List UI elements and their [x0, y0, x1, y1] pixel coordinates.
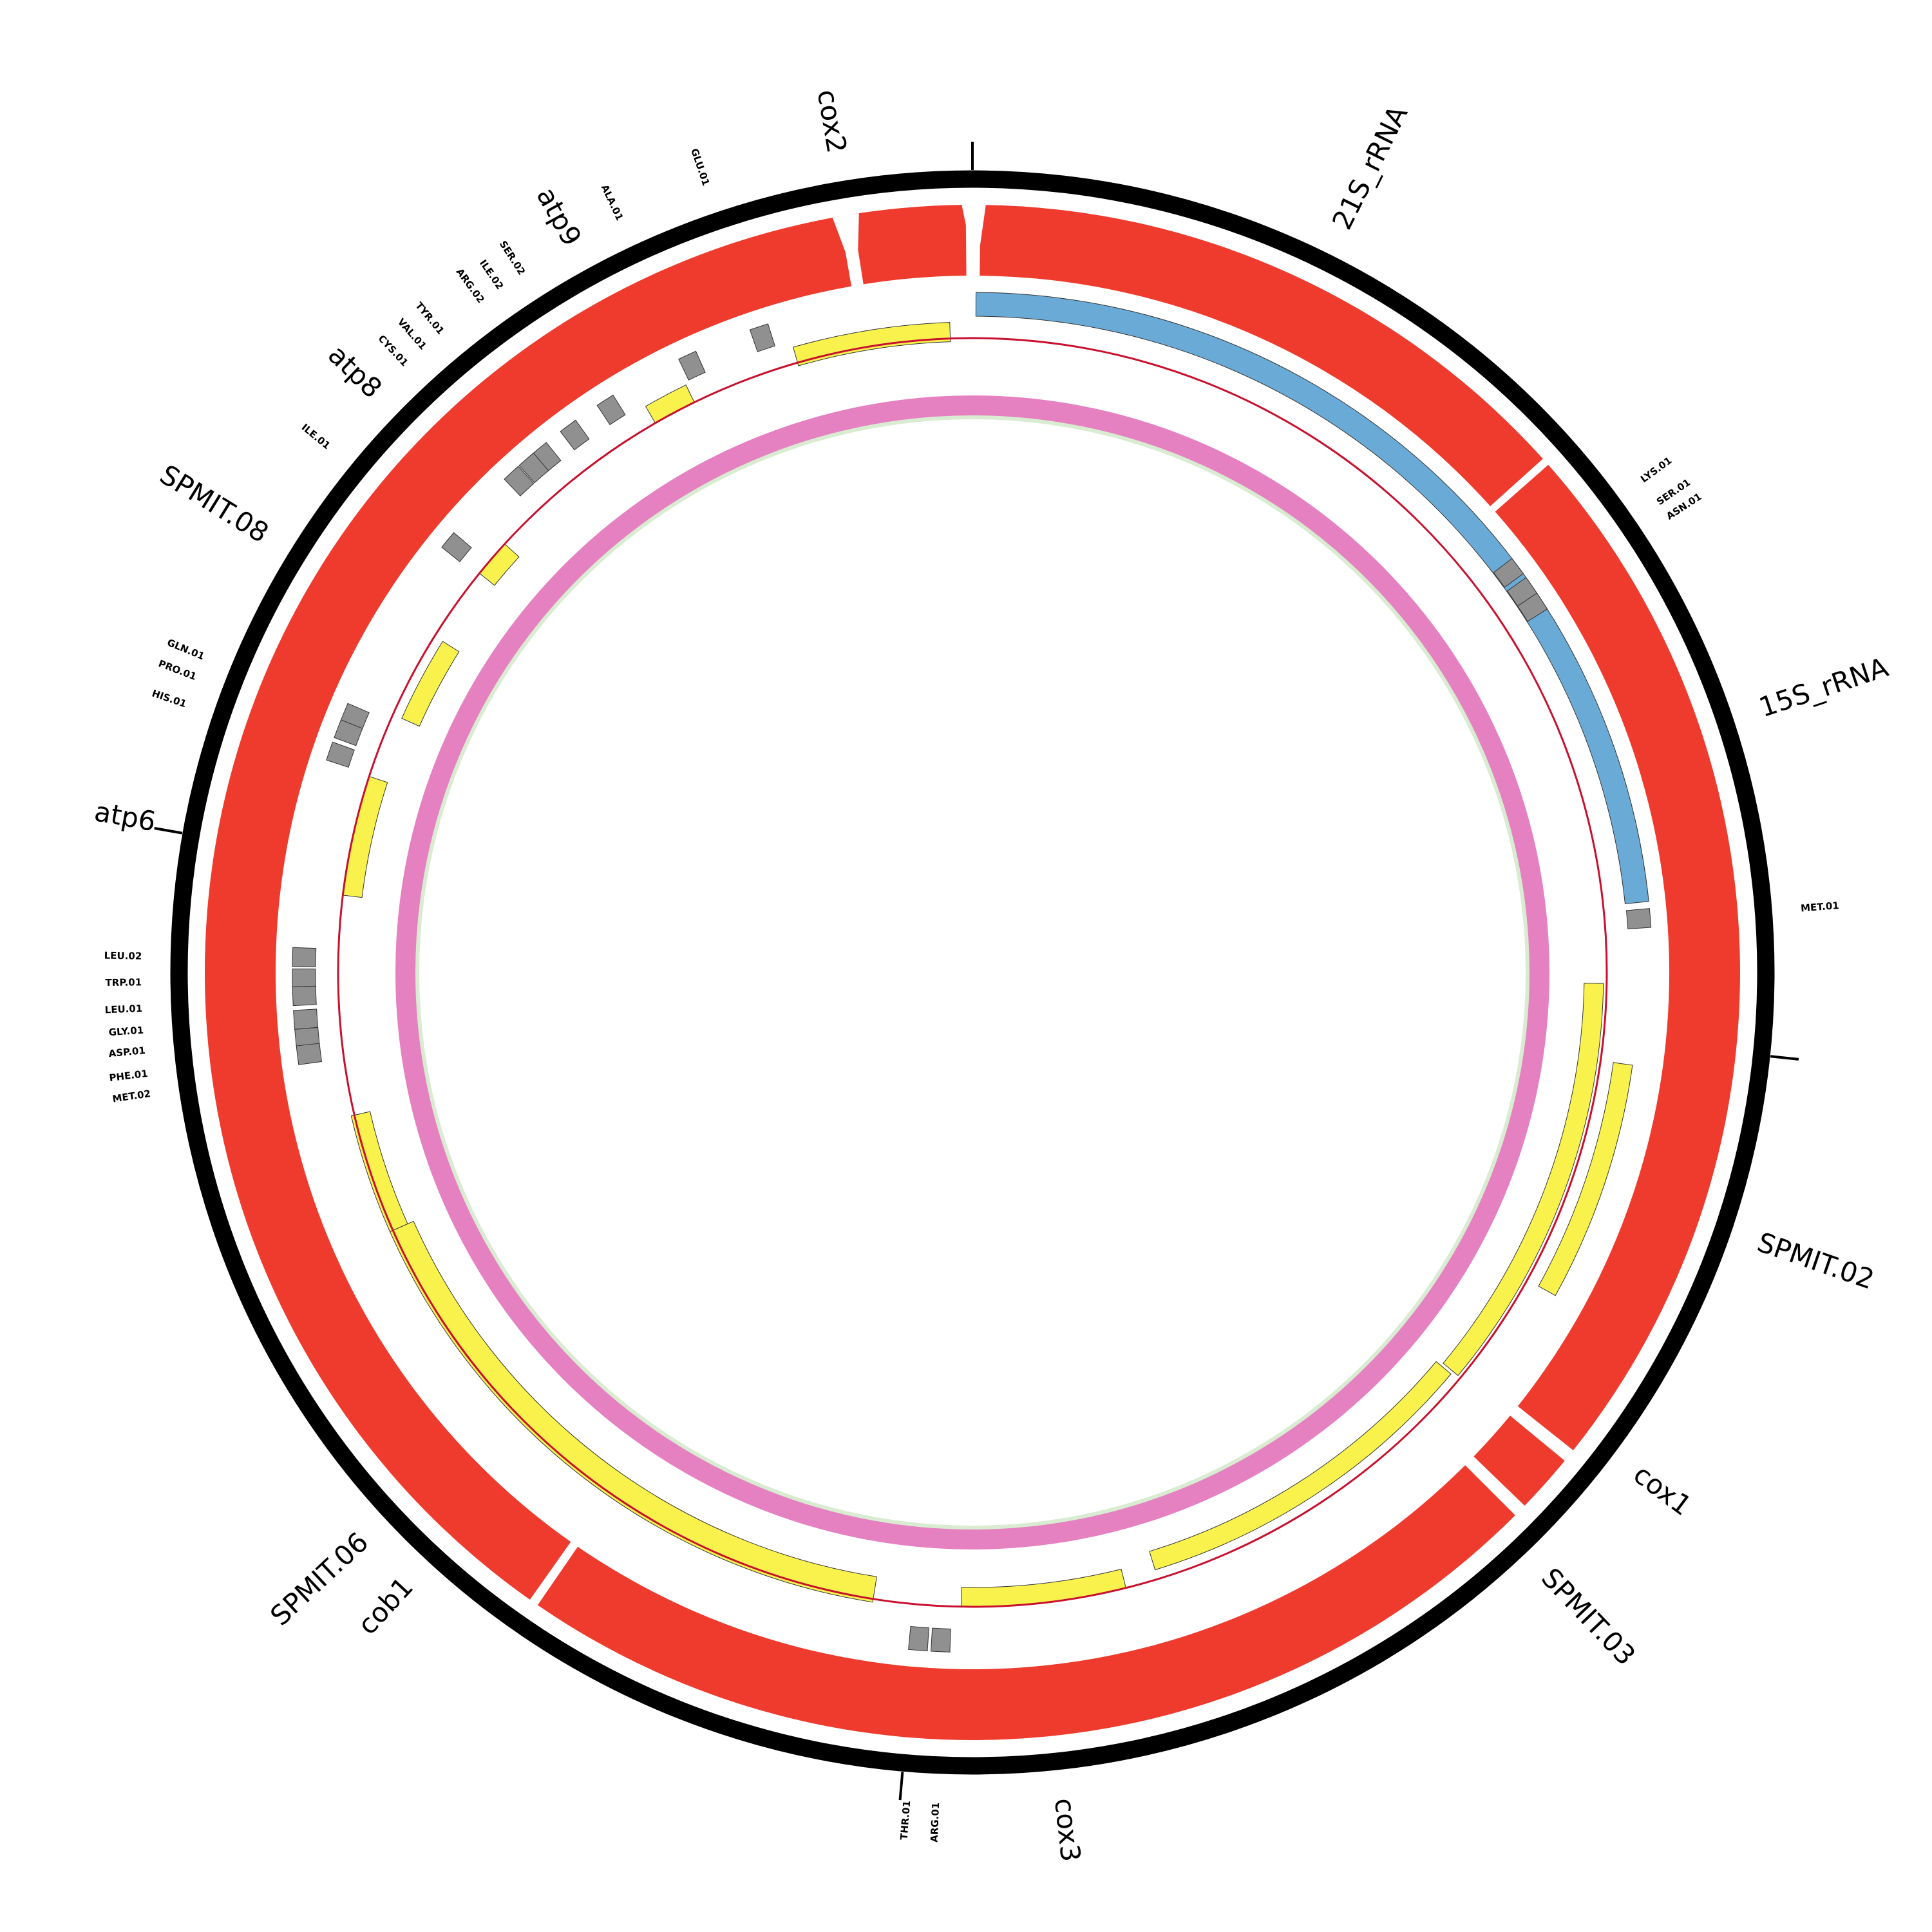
trna-box	[678, 350, 706, 381]
cds-box	[1538, 1062, 1633, 1296]
trna-box	[441, 532, 472, 562]
gene-label: cox1	[1627, 1458, 1698, 1522]
cds-box	[1443, 983, 1604, 1376]
trna-label: ARG.01	[929, 1802, 942, 1842]
trna-box	[749, 323, 775, 352]
gene-label: cox2	[811, 87, 853, 155]
gene-label: SPMIT.03	[1535, 1562, 1642, 1671]
trna-box	[334, 719, 363, 746]
trna-label: GLN.01	[166, 637, 206, 663]
trna-label: ALA.01	[599, 183, 626, 223]
trna-label: GLU.01	[688, 147, 712, 187]
trna-box	[518, 452, 549, 484]
ring-tick	[1770, 1055, 1799, 1061]
trna-label: ARG.02	[454, 266, 487, 305]
trna-label: LEU.01	[104, 1003, 142, 1016]
trna-box	[908, 1625, 929, 1652]
trna-label: LYS.01	[1638, 455, 1674, 485]
band-notch	[961, 205, 986, 274]
trna-box	[560, 419, 590, 451]
trna-box	[293, 1009, 319, 1030]
gene-band	[1495, 464, 1741, 1451]
trna-box	[1625, 908, 1652, 929]
trna-label: MET.01	[1800, 900, 1839, 914]
trna-box	[596, 394, 626, 426]
ring-tick	[154, 827, 183, 835]
trna-label: MET.02	[111, 1088, 151, 1105]
cds-box	[389, 1220, 877, 1603]
trna-label: HIS.01	[151, 687, 188, 710]
trna-box	[292, 985, 317, 1007]
trna-box	[326, 741, 355, 768]
trna-label: ASP.01	[108, 1045, 146, 1059]
trna-box	[292, 947, 317, 967]
gene-label: atp6	[92, 795, 158, 837]
gene-band	[1473, 1416, 1565, 1506]
gene-band	[852, 205, 967, 285]
trna-label: ILE.02	[477, 258, 506, 292]
gene-band	[537, 1465, 1515, 1740]
trna-label: PRO.01	[157, 658, 198, 683]
cds-box	[1149, 1361, 1452, 1571]
coverage-band	[395, 395, 1549, 1549]
band-notch	[832, 213, 859, 283]
baseline	[337, 337, 1608, 1608]
gene-label: atp9	[531, 182, 588, 251]
trna-box	[292, 968, 316, 989]
trna-label: SER.02	[497, 239, 527, 278]
cds-box	[645, 384, 695, 424]
gene-label: cob1	[352, 1571, 419, 1640]
trna-label: TRP.01	[105, 976, 142, 989]
gene-band	[980, 205, 1543, 507]
gene-band	[205, 216, 852, 1600]
trna-box	[504, 466, 535, 497]
cds-box	[342, 775, 388, 898]
trna-label: PHE.01	[109, 1068, 149, 1084]
cds-box	[350, 1111, 408, 1233]
trna-box	[931, 1627, 951, 1653]
trna-label: THR.01	[898, 1800, 913, 1840]
trna-box	[1517, 592, 1548, 622]
trna-label: LEU.02	[104, 950, 142, 962]
trna-label: ILE.01	[299, 421, 333, 451]
outer-ring	[170, 170, 1775, 1775]
trna-label: VAL.01	[395, 316, 429, 352]
gene-label: cox3	[1048, 1796, 1086, 1863]
ring-tick	[898, 1772, 904, 1801]
trna-label: CYS.01	[376, 333, 411, 369]
gene-label: SPMIT.08	[155, 459, 274, 549]
gene-label: 15S_rRNA	[1755, 651, 1892, 723]
trna-box	[296, 1043, 323, 1065]
gc-line	[415, 415, 1530, 1530]
trna-box	[1493, 558, 1524, 588]
cds-box	[792, 322, 951, 366]
cds-box	[401, 641, 460, 727]
cds-box	[961, 1569, 1126, 1607]
gene-label: atp8	[322, 339, 388, 404]
gene-label: SPMIT.02	[1754, 1226, 1879, 1296]
trna-label: GLY.01	[108, 1025, 144, 1039]
gene-label: 21S_rRNA	[1326, 100, 1414, 234]
rrna-band	[975, 292, 1649, 905]
